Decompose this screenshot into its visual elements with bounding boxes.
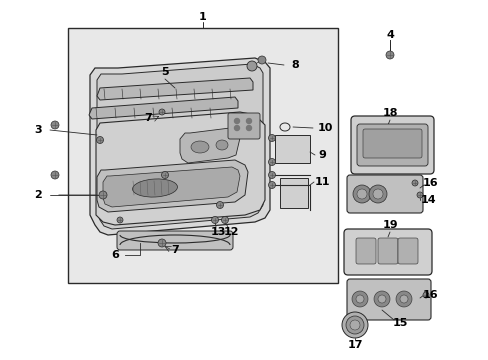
Text: 12: 12 bbox=[223, 227, 238, 237]
FancyBboxPatch shape bbox=[362, 129, 421, 158]
Circle shape bbox=[268, 135, 275, 141]
Circle shape bbox=[377, 295, 385, 303]
Circle shape bbox=[368, 185, 386, 203]
Text: 13: 13 bbox=[210, 227, 225, 237]
Text: 1: 1 bbox=[199, 12, 206, 22]
Circle shape bbox=[355, 295, 363, 303]
Text: 16: 16 bbox=[421, 178, 437, 188]
PathPatch shape bbox=[97, 160, 247, 212]
Text: 3: 3 bbox=[34, 125, 42, 135]
Bar bbox=[274, 135, 309, 163]
FancyBboxPatch shape bbox=[343, 229, 431, 275]
Circle shape bbox=[158, 239, 165, 247]
Text: 10: 10 bbox=[317, 123, 332, 133]
FancyBboxPatch shape bbox=[397, 238, 417, 264]
Bar bbox=[68, 28, 337, 283]
Circle shape bbox=[351, 291, 367, 307]
Circle shape bbox=[117, 217, 123, 223]
Circle shape bbox=[221, 216, 228, 224]
PathPatch shape bbox=[89, 97, 238, 119]
Circle shape bbox=[268, 181, 275, 189]
FancyBboxPatch shape bbox=[346, 279, 430, 320]
Text: 5: 5 bbox=[161, 67, 168, 77]
Circle shape bbox=[51, 121, 59, 129]
Circle shape bbox=[352, 185, 370, 203]
Circle shape bbox=[258, 56, 265, 64]
Text: 17: 17 bbox=[346, 340, 362, 350]
PathPatch shape bbox=[97, 64, 263, 229]
Text: 4: 4 bbox=[385, 30, 393, 40]
Circle shape bbox=[246, 61, 257, 71]
Circle shape bbox=[356, 189, 366, 199]
Text: 9: 9 bbox=[317, 150, 325, 160]
Circle shape bbox=[268, 158, 275, 166]
Text: 7: 7 bbox=[144, 113, 152, 123]
Text: 8: 8 bbox=[290, 60, 298, 70]
Text: 18: 18 bbox=[382, 108, 397, 118]
PathPatch shape bbox=[103, 167, 240, 207]
FancyBboxPatch shape bbox=[346, 175, 422, 213]
Bar bbox=[280, 178, 307, 208]
Circle shape bbox=[341, 312, 367, 338]
Circle shape bbox=[161, 171, 168, 179]
Circle shape bbox=[346, 316, 363, 334]
Circle shape bbox=[349, 320, 359, 330]
Text: 15: 15 bbox=[391, 318, 407, 328]
Circle shape bbox=[246, 126, 251, 131]
Circle shape bbox=[395, 291, 411, 307]
Circle shape bbox=[96, 136, 103, 144]
PathPatch shape bbox=[180, 128, 240, 163]
Circle shape bbox=[234, 126, 239, 131]
Circle shape bbox=[216, 202, 223, 208]
FancyBboxPatch shape bbox=[377, 238, 397, 264]
Circle shape bbox=[399, 295, 407, 303]
Text: 11: 11 bbox=[314, 177, 329, 187]
Text: 19: 19 bbox=[382, 220, 397, 230]
FancyBboxPatch shape bbox=[350, 116, 433, 174]
Circle shape bbox=[411, 180, 417, 186]
Text: 6: 6 bbox=[111, 250, 119, 260]
Circle shape bbox=[268, 171, 275, 179]
Circle shape bbox=[234, 118, 239, 123]
Text: 2: 2 bbox=[34, 190, 42, 200]
Circle shape bbox=[211, 216, 218, 224]
Text: 7: 7 bbox=[171, 245, 179, 255]
Circle shape bbox=[99, 191, 107, 199]
Circle shape bbox=[51, 171, 59, 179]
Circle shape bbox=[246, 118, 251, 123]
Text: 14: 14 bbox=[419, 195, 435, 205]
FancyBboxPatch shape bbox=[227, 113, 260, 139]
Circle shape bbox=[385, 51, 393, 59]
FancyBboxPatch shape bbox=[355, 238, 375, 264]
PathPatch shape bbox=[97, 78, 252, 100]
Circle shape bbox=[372, 189, 382, 199]
Ellipse shape bbox=[216, 140, 227, 150]
Circle shape bbox=[422, 292, 428, 298]
Text: 16: 16 bbox=[421, 290, 437, 300]
Ellipse shape bbox=[132, 179, 177, 197]
Circle shape bbox=[159, 109, 164, 115]
PathPatch shape bbox=[90, 58, 269, 235]
PathPatch shape bbox=[96, 112, 264, 225]
FancyBboxPatch shape bbox=[117, 231, 232, 250]
Ellipse shape bbox=[191, 141, 208, 153]
FancyBboxPatch shape bbox=[356, 124, 427, 166]
Circle shape bbox=[416, 192, 422, 198]
Circle shape bbox=[373, 291, 389, 307]
